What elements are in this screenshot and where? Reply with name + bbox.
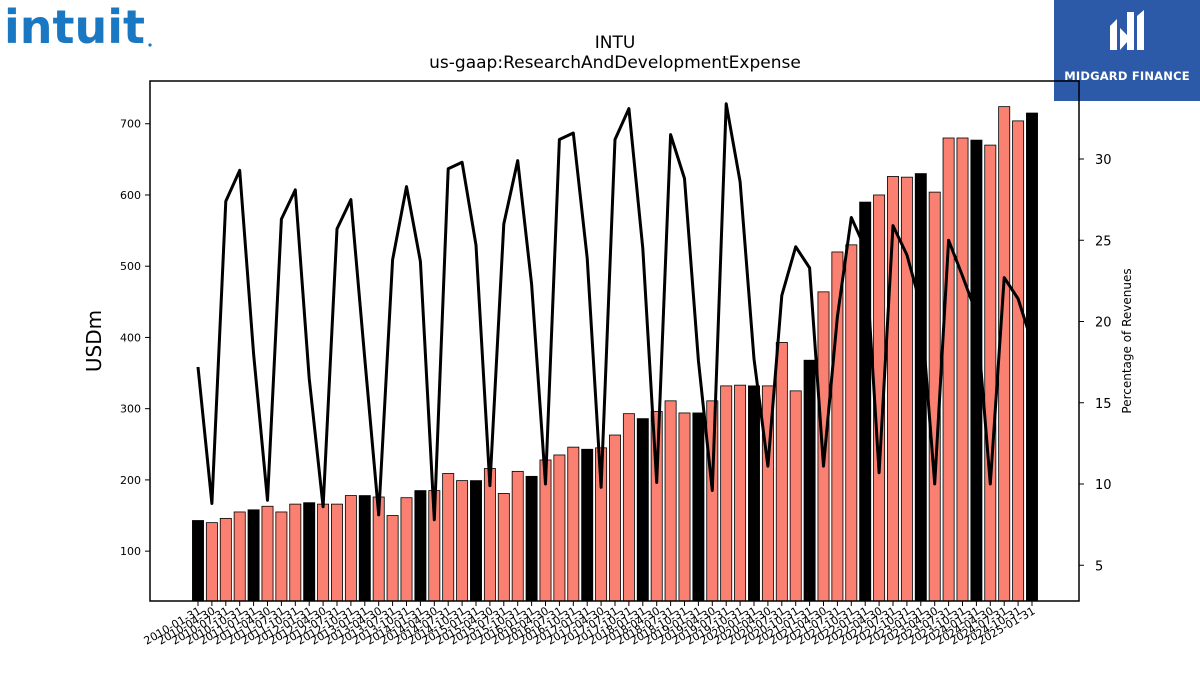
bar [720, 385, 733, 602]
percentage-line [196, 102, 1034, 522]
y-tick-label: 300 [120, 403, 141, 416]
bar [775, 342, 788, 602]
y-axis-label: USDm [82, 310, 106, 372]
bar [497, 493, 510, 602]
bar [219, 517, 232, 602]
y-axis-right: 5 10 15 20 25 30 [1079, 153, 1112, 574]
bar [748, 385, 760, 602]
bar [942, 137, 955, 602]
bar [483, 468, 496, 602]
chart-title: INTU [595, 33, 636, 53]
y2-axis-label: Percentage of Revenues [1120, 268, 1134, 413]
bar [692, 412, 705, 602]
bar [192, 520, 204, 602]
bar [914, 173, 927, 602]
bar [664, 400, 677, 602]
y2-tick-label: 25 [1095, 234, 1112, 249]
bar [456, 480, 469, 602]
y-tick-label: 100 [120, 545, 141, 558]
bar [789, 390, 802, 602]
bar [706, 400, 719, 602]
bar [956, 137, 969, 602]
y2-tick-label: 15 [1095, 397, 1112, 412]
bar [289, 503, 302, 602]
y-tick-label: 200 [120, 474, 141, 487]
bar [511, 470, 524, 602]
y2-tick-label: 5 [1095, 559, 1103, 574]
bar [831, 251, 844, 602]
bar [303, 502, 316, 602]
bar [247, 509, 260, 602]
bar [233, 511, 246, 602]
y2-tick-label: 30 [1095, 153, 1112, 168]
midgard-emblem-icon [1110, 10, 1144, 50]
intuit-logo-text: intuit [4, 2, 145, 50]
x-axis: 2010-01-312010-04-302010-07-312010-10-31… [142, 601, 1038, 648]
bar [442, 473, 455, 602]
bar [275, 511, 288, 602]
bar [317, 503, 330, 602]
bar [734, 384, 747, 602]
bar [567, 446, 580, 602]
midgard-finance-logo-text: MIDGARD FINANCE [1064, 69, 1190, 83]
chart-subtitle: us-gaap:ResearchAndDevelopmentExpense [429, 53, 801, 73]
bar [845, 244, 858, 602]
bar [525, 475, 538, 602]
bar [1012, 120, 1025, 602]
y2-tick-label: 20 [1095, 316, 1112, 331]
bar-series [192, 106, 1038, 602]
bar [678, 412, 691, 602]
bar [984, 144, 997, 602]
bar [900, 176, 913, 602]
percentage-line-series [196, 102, 1034, 522]
bar [205, 522, 218, 602]
y-axis-left: 100 200 300 400 500 600 700 [120, 118, 150, 558]
bar [400, 497, 413, 602]
y-tick-label: 500 [120, 260, 141, 273]
bar [414, 490, 427, 602]
y2-tick-label: 10 [1095, 478, 1112, 493]
bar [622, 413, 635, 602]
bar [261, 505, 274, 602]
bar [581, 448, 594, 602]
bar [344, 495, 357, 602]
bar [470, 480, 482, 602]
y-tick-label: 400 [120, 331, 141, 344]
bar [636, 418, 649, 602]
bar [1026, 112, 1038, 602]
y-tick-label: 600 [120, 189, 141, 202]
bar [358, 495, 371, 602]
bar [803, 359, 816, 602]
bar [609, 434, 621, 602]
bar [386, 515, 399, 602]
y-tick-label: 700 [120, 118, 141, 131]
intuit-logo: intuit [4, 0, 154, 54]
bar [553, 454, 566, 602]
bar [331, 503, 343, 602]
